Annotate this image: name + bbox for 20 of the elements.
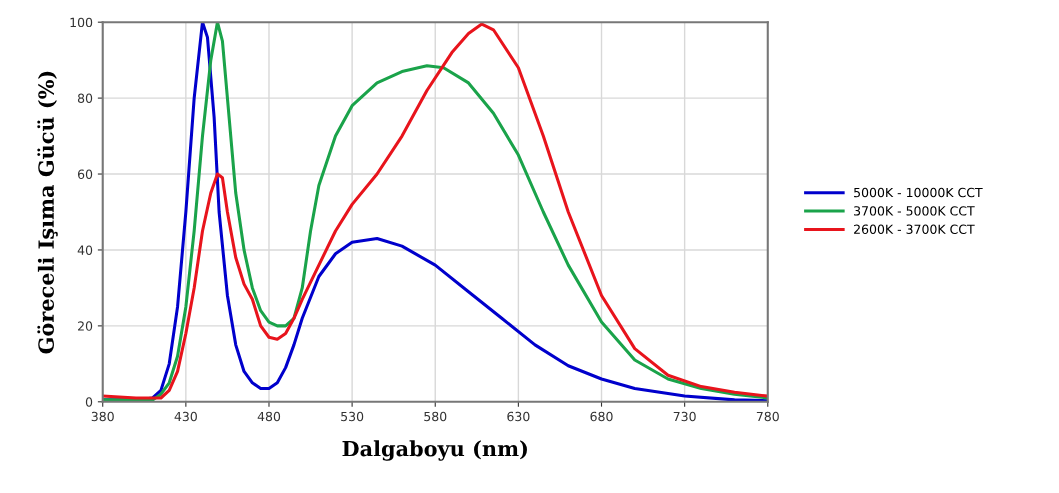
y-tick-label: 40 [77,245,93,255]
y-tick-label: 0 [85,397,93,407]
x-axis-title: Dalgaboyu (nm) [342,440,527,461]
x-tick-label: 630 [507,411,530,422]
y-tick-label: 100 [70,17,93,28]
legend-label: 5000K - 10000K CCT [854,187,983,198]
x-tick-label: 380 [91,411,114,422]
y-axis-title: Göreceli Işıma Gücü (%) [37,71,58,354]
x-tick-label: 580 [424,411,447,422]
x-tick-label: 730 [673,411,696,422]
legend-label: 3700K - 5000K CCT [854,206,975,216]
y-tick-label: 80 [77,93,93,104]
x-tick-label: 480 [257,411,281,422]
y-tick-label: 60 [77,169,93,179]
y-tick-label: 20 [78,321,93,331]
x-tick-label: 430 [174,411,197,422]
x-tick-label: 680 [590,411,613,422]
x-tick-label: 530 [341,411,364,422]
x-tick-label: 780 [756,411,779,422]
legend-label: 2600K - 3700K CCT [854,224,975,234]
